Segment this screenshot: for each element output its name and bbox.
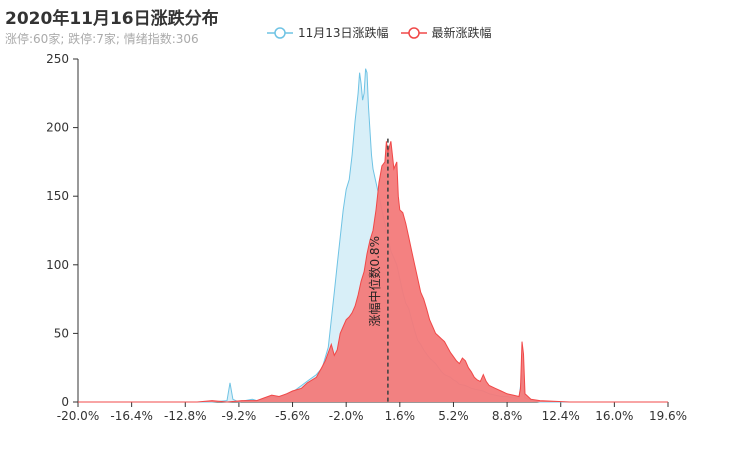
y-tick-label: 0 [61, 395, 69, 409]
x-tick-label: -9.2% [221, 409, 256, 423]
y-tick-label: 100 [46, 258, 69, 272]
legend-circle-icon-prev [267, 26, 293, 39]
legend-label-prev: 11月13日涨跌幅 [298, 26, 389, 40]
x-tick-label: -2.0% [329, 409, 364, 423]
median-label: 涨幅中位数0.8% [367, 236, 382, 327]
chart-subtitle: 涨停:60家; 跌停:7家; 情绪指数:306 [5, 32, 199, 46]
x-tick-label: 8.8% [492, 409, 523, 423]
x-tick-label: 16.0% [595, 409, 633, 423]
y-tick-label: 250 [46, 52, 69, 66]
legend-label-curr: 最新涨跌幅 [431, 26, 492, 40]
x-tick-label: 12.4% [542, 409, 580, 423]
chart-legend: 11月13日涨跌幅 最新涨跌幅 [267, 24, 492, 41]
x-tick-label: -5.6% [275, 409, 310, 423]
series-curr-area [78, 141, 668, 403]
x-tick-label: -20.0% [57, 409, 99, 423]
y-tick-label: 200 [46, 121, 69, 135]
legend-item-prev[interactable]: 11月13日涨跌幅 [267, 24, 389, 41]
y-tick-label: 150 [46, 189, 69, 203]
legend-item-curr[interactable]: 最新涨跌幅 [400, 24, 492, 41]
chart-title: 2020年11月16日涨跌分布 [5, 9, 219, 29]
x-tick-label: -16.4% [110, 409, 152, 423]
series-curr-line [78, 141, 668, 403]
x-tick-label: 1.6% [385, 409, 416, 423]
x-tick-label: 19.6% [649, 409, 687, 423]
x-tick-label: -12.8% [164, 409, 206, 423]
y-tick-label: 50 [54, 326, 69, 340]
x-tick-label: 5.2% [438, 409, 469, 423]
legend-circle-icon-curr [400, 26, 427, 39]
